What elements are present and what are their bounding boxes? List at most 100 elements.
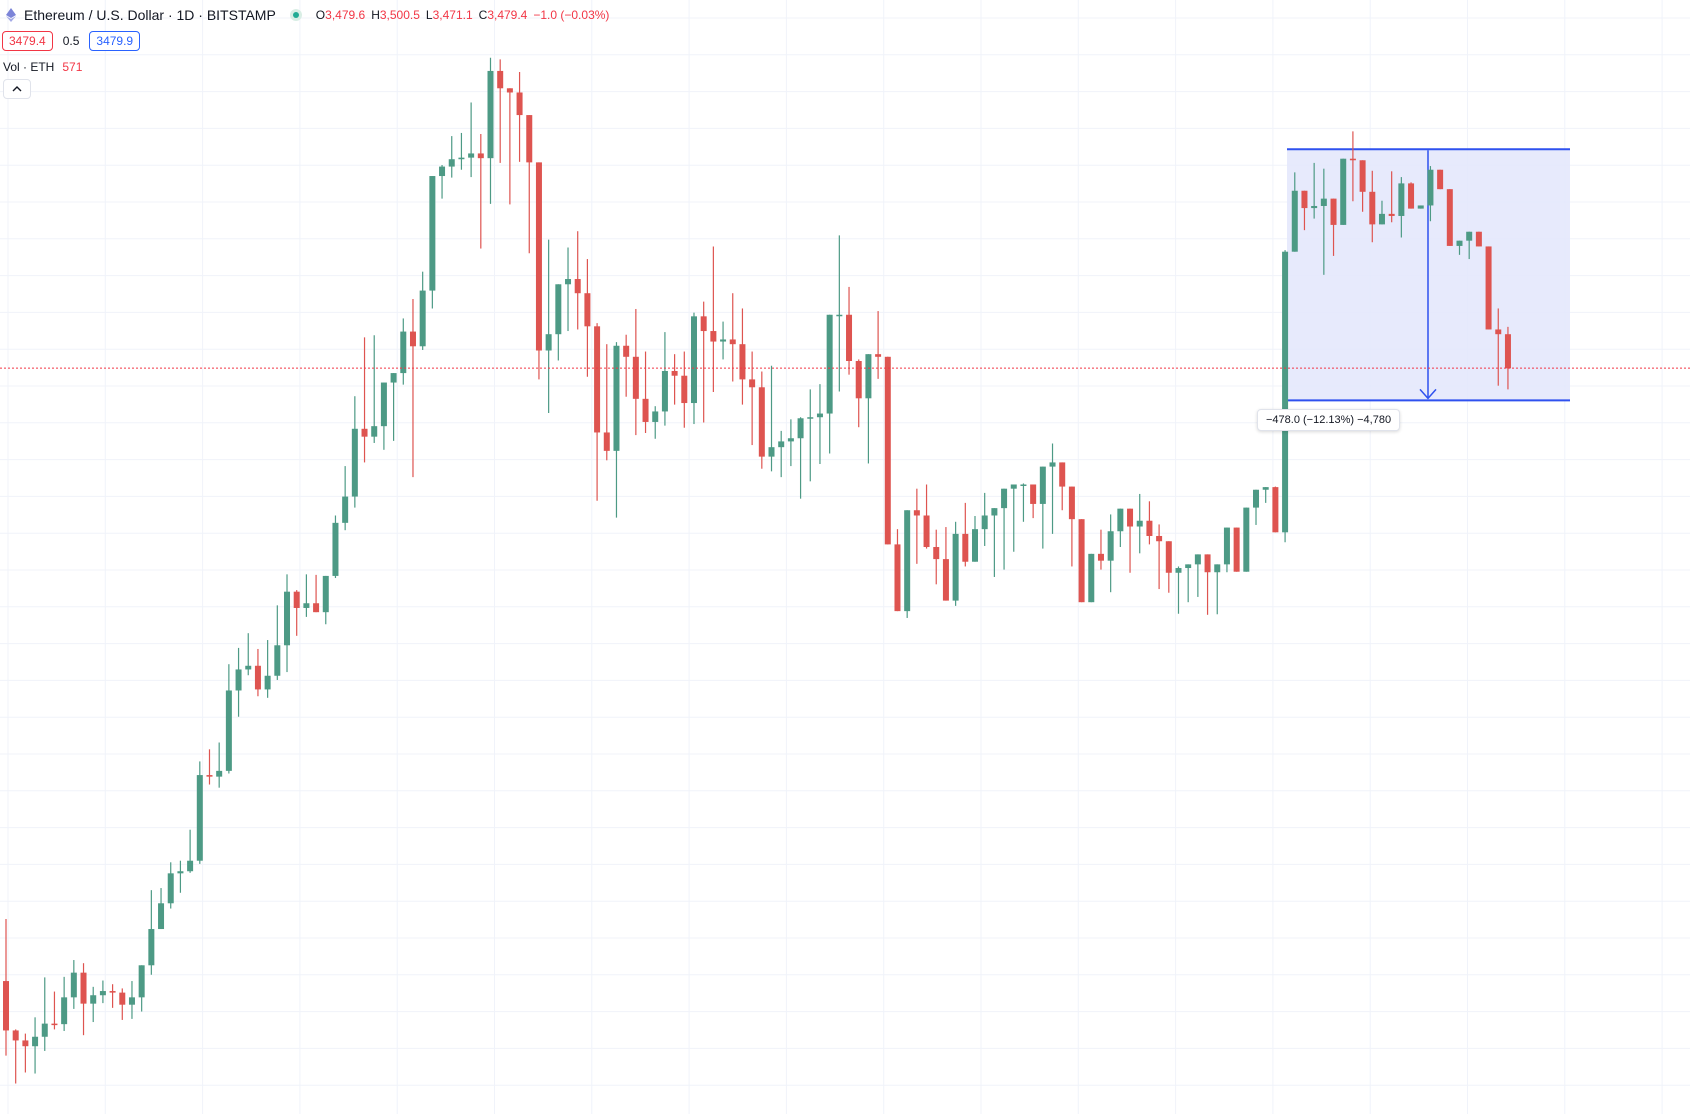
candle-body [1127, 508, 1134, 527]
candle [584, 259, 591, 377]
ohlc-open-value: 3,479.6 [325, 8, 366, 22]
candle [594, 323, 601, 501]
candle-body [516, 92, 523, 116]
candle-body [758, 387, 765, 457]
candle-body [1204, 554, 1211, 573]
candle-body [1456, 240, 1463, 246]
candle [1156, 524, 1163, 590]
candle-body [1001, 488, 1008, 509]
candle [254, 648, 261, 697]
candle [1107, 514, 1114, 593]
candle-body [177, 871, 184, 874]
candle-body [1030, 484, 1037, 504]
symbol-title[interactable]: Ethereum / U.S. Dollar · 1D · BITSTAMP [24, 7, 276, 23]
candle-body [12, 1030, 19, 1041]
candle-body [826, 314, 833, 414]
candle [933, 529, 940, 585]
candle-body [613, 345, 620, 451]
candle-body [1369, 191, 1376, 225]
candle [1417, 205, 1424, 209]
candle-body [206, 775, 213, 777]
candle [904, 510, 911, 618]
candle [119, 988, 126, 1020]
candle-body [293, 591, 300, 608]
candle [1146, 501, 1153, 545]
candle-body [1253, 489, 1260, 508]
candle-body [933, 547, 940, 560]
sell-button[interactable]: 3479.4 [2, 31, 53, 51]
candle-body [584, 293, 591, 327]
candle [555, 284, 562, 361]
candle-body [187, 860, 194, 872]
candle [1204, 554, 1211, 615]
ohlc-high: H3,500.5 [371, 8, 420, 22]
candle [80, 963, 87, 1036]
candle-body [1311, 205, 1318, 209]
candle-body [322, 575, 329, 613]
candle-body [555, 284, 562, 335]
candle-body [1156, 535, 1163, 542]
candle [361, 337, 368, 463]
candle [1127, 508, 1134, 573]
candle [758, 371, 765, 469]
candle-body [225, 690, 232, 771]
candle-body [565, 279, 572, 285]
candle-body [41, 1023, 48, 1037]
ohlc-low-label: L [425, 8, 433, 22]
volume-value: 571 [62, 60, 83, 74]
candle-body [1485, 246, 1492, 330]
candle-body [1466, 231, 1473, 241]
candle [1272, 486, 1279, 533]
candle [681, 351, 688, 428]
buy-button[interactable]: 3479.9 [89, 31, 141, 51]
candle [167, 862, 174, 909]
candle [1030, 484, 1037, 519]
candle-body [1282, 251, 1289, 533]
candle [293, 590, 300, 636]
market-status-icon[interactable] [289, 9, 302, 21]
candle [884, 356, 891, 545]
candle [274, 605, 281, 680]
candle [128, 981, 135, 1019]
candle-body [32, 1036, 39, 1047]
candle [284, 574, 291, 673]
volume-label[interactable]: Vol · ETH [3, 60, 55, 74]
collapse-legend-button[interactable] [3, 79, 31, 99]
candle-body [1068, 486, 1075, 520]
candle [264, 640, 271, 698]
candle-body [1504, 334, 1511, 369]
candle-body [332, 522, 339, 576]
candle [429, 176, 436, 309]
candle-body [1020, 484, 1027, 486]
candle [1301, 190, 1308, 231]
candle-body [952, 533, 959, 601]
candle-body [1078, 519, 1085, 603]
candle [768, 365, 775, 472]
candle-body [816, 413, 823, 418]
candle-body [216, 770, 223, 777]
candle-body [884, 356, 891, 545]
ohlc-high-label: H [371, 8, 380, 22]
candle [41, 977, 48, 1051]
candle-body [710, 331, 717, 342]
candle-body [1233, 527, 1240, 572]
candle-body [274, 645, 281, 676]
candle-body [942, 559, 949, 601]
candle-body [807, 417, 814, 419]
candle-body [1388, 213, 1395, 216]
candle [1243, 507, 1250, 572]
candle [177, 860, 184, 893]
candle-body [1437, 169, 1444, 190]
candle-body [535, 162, 542, 351]
candle [632, 308, 639, 436]
candle [1378, 200, 1385, 225]
candle-body [1059, 462, 1066, 487]
trade-panel: 3479.4 0.5 3479.9 [0, 30, 141, 52]
candle [322, 575, 329, 625]
candle [216, 742, 223, 788]
candle [1185, 564, 1192, 603]
candle-body [80, 972, 87, 1004]
candle [458, 132, 465, 170]
